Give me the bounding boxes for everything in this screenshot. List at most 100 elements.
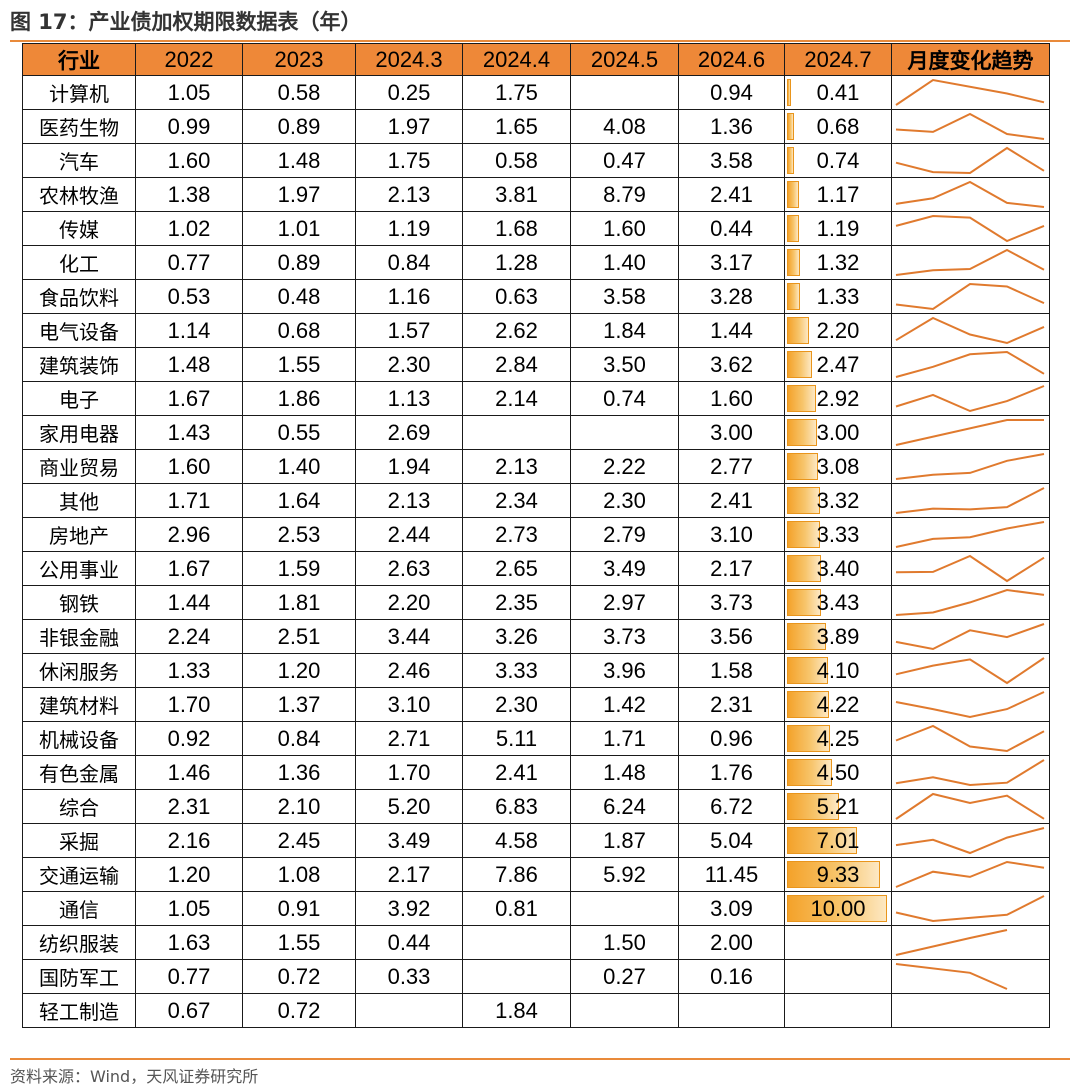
industry-cell: 其他 [22,483,136,518]
column-header: 2022 [135,43,243,76]
trend-sparkline-cell [891,925,1050,960]
value-cell: 5.92 [570,857,679,892]
value-cell: 1.20 [135,857,243,892]
trend-sparkline-cell [891,891,1050,926]
data-bar [787,147,795,174]
trend-sparkline-cell [891,789,1050,824]
trend-sparkline-cell [891,347,1050,382]
bar-value-label: 4.50 [816,760,860,785]
trend-sparkline [895,691,1045,719]
value-cell: 3.10 [678,517,785,552]
sparkline-series [895,521,1045,548]
value-cell: 4.50 [784,755,892,790]
bar-value-label: 9.33 [816,862,860,887]
data-bar [787,725,830,752]
sparkline-series [895,78,1045,106]
bar-value-label: 7.01 [816,828,860,853]
table-row: 国防军工 0.77 0.72 0.33 0.27 0.16 [22,959,1050,994]
trend-sparkline-cell [891,687,1050,722]
industry-cell: 轻工制造 [22,993,136,1028]
value-cell: 1.70 [135,687,243,722]
industry-cell: 家用电器 [22,415,136,450]
trend-sparkline [895,554,1045,583]
industry-cell: 房地产 [22,517,136,552]
trend-sparkline [895,623,1045,651]
sparkline-series [895,860,1045,888]
bar-value-label: 3.00 [816,420,860,445]
trend-sparkline-cell [891,585,1050,620]
value-cell: 0.77 [135,245,243,280]
trend-sparkline [895,724,1045,753]
value-cell: 0.55 [242,415,356,450]
value-cell: 1.48 [135,347,243,382]
value-cell: 2.92 [784,381,892,416]
value-cell: 2.71 [355,721,463,756]
value-cell: 3.33 [462,653,571,688]
value-cell: 1.60 [135,449,243,484]
value-cell: 3.40 [784,551,892,586]
value-cell: 6.24 [570,789,679,824]
table-header-row: 行业 2022 2023 2024.3 2024.4 2024.5 2024.6 2024.7… [22,43,1050,76]
value-cell: 3.96 [570,653,679,688]
bar-value-label: 2.20 [816,318,860,343]
value-cell: 1.14 [135,313,243,348]
value-cell: 1.32 [784,245,892,280]
trend-sparkline [892,994,1048,1027]
value-cell: 1.50 [570,925,679,960]
value-cell: 2.63 [355,551,463,586]
bar-value-label: 4.22 [816,692,860,717]
value-cell: 1.40 [242,449,356,484]
value-cell: 3.08 [784,449,892,484]
value-cell: 3.32 [784,483,892,518]
value-cell: 3.28 [678,279,785,314]
source-note: 资料来源：Wind，天风证券研究所 [10,1067,259,1086]
value-cell: 1.84 [462,993,571,1028]
data-bar [787,691,830,718]
value-cell: 2.14 [462,381,571,416]
table-row: 商业贸易 1.60 1.40 1.94 2.13 2.22 2.77 3.08 [22,449,1050,484]
value-cell: 0.77 [135,959,243,994]
column-header: 2023 [242,43,356,76]
sparkline-series [895,963,1008,990]
value-cell [570,75,679,110]
trend-sparkline [895,521,1045,548]
value-cell: 2.10 [242,789,356,824]
value-cell: 1.94 [355,449,463,484]
table-row: 休闲服务 1.33 1.20 2.46 3.33 3.96 1.58 4.10 [22,653,1050,688]
trend-sparkline-cell [891,415,1050,450]
value-cell: 1.84 [570,313,679,348]
trend-sparkline [895,453,1045,480]
value-cell: 0.68 [784,109,892,144]
value-cell: 1.19 [355,211,463,246]
value-cell [784,925,892,960]
bar-value-label: 3.43 [816,590,860,615]
value-cell: 1.55 [242,347,356,382]
trend-sparkline [895,248,1045,276]
data-bar [787,521,821,548]
value-cell: 4.25 [784,721,892,756]
value-cell: 2.31 [135,789,243,824]
value-cell: 4.58 [462,823,571,858]
value-cell: 1.28 [462,245,571,280]
trend-sparkline-cell [891,959,1050,994]
bar-value-label: 1.32 [816,250,860,275]
value-cell: 1.05 [135,891,243,926]
value-cell [570,415,679,450]
data-bar [787,555,821,582]
trend-sparkline-cell [891,619,1050,654]
industry-cell: 医药生物 [22,109,136,144]
value-cell: 1.60 [570,211,679,246]
industry-cell: 非银金融 [22,619,136,654]
value-cell: 2.96 [135,517,243,552]
bar-value-label: 3.40 [816,556,860,581]
value-cell: 1.70 [355,755,463,790]
table-row: 通信 1.05 0.91 3.92 0.81 3.09 10.00 [22,891,1050,926]
value-cell: 0.89 [242,245,356,280]
value-cell: 2.13 [355,177,463,212]
value-cell: 2.24 [135,619,243,654]
value-cell: 1.37 [242,687,356,722]
industry-cell: 国防军工 [22,959,136,994]
sparkline-series [895,146,1045,175]
value-cell: 1.60 [678,381,785,416]
value-cell: 1.20 [242,653,356,688]
